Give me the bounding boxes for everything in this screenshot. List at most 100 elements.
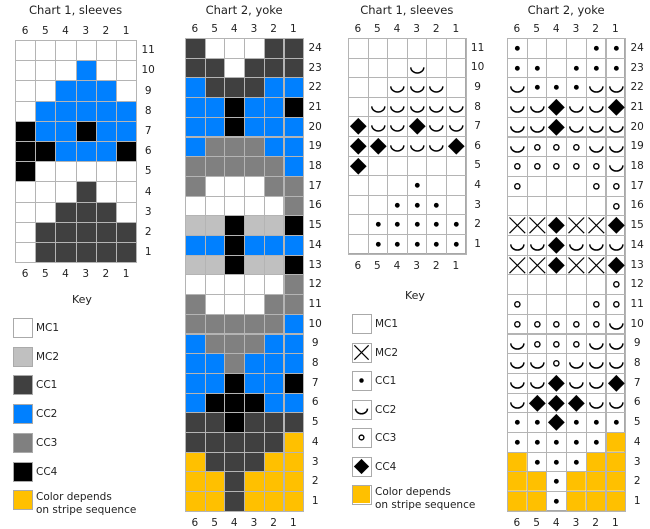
chart-cell	[75, 80, 97, 102]
chart-cell	[426, 38, 447, 59]
open-circle-icon	[533, 340, 541, 348]
chart-cell	[224, 175, 246, 197]
chart-cell	[204, 116, 226, 138]
blank-icon	[349, 235, 368, 254]
chart-cell	[283, 432, 305, 453]
chart-cell	[263, 372, 285, 394]
chart-cell	[526, 491, 548, 512]
chart-cell	[387, 57, 408, 79]
diamond-icon	[548, 414, 566, 432]
chart-cell	[263, 353, 285, 374]
row-number: 2	[311, 475, 319, 488]
chart-cell	[244, 274, 265, 296]
chart-cell	[526, 313, 548, 335]
chart-cell	[244, 97, 265, 118]
chart-cell	[507, 116, 528, 138]
column-number: 6	[191, 516, 199, 529]
chart-cell	[566, 392, 587, 414]
arc-icon	[429, 145, 444, 152]
key-label: CC2	[36, 408, 58, 421]
diamond-icon	[548, 99, 566, 116]
arc-icon	[529, 382, 545, 389]
chart-cell	[204, 451, 226, 473]
chart-cell	[605, 333, 627, 355]
arc-icon	[569, 244, 584, 251]
chart-cell	[367, 214, 389, 235]
chart-cell	[263, 392, 285, 414]
column-number: 4	[393, 259, 401, 272]
blank-icon	[567, 275, 586, 294]
yellow-fill-icon	[567, 472, 586, 492]
chart-cell	[75, 201, 97, 223]
chart-cell	[263, 215, 285, 236]
chart-cell	[406, 194, 428, 216]
blank-icon	[528, 295, 547, 314]
column-number: 5	[533, 516, 540, 529]
chart-cell	[348, 155, 369, 177]
blank-icon	[567, 39, 586, 58]
chart-cell	[15, 80, 37, 102]
arc-icon	[390, 145, 405, 152]
chart-cell	[35, 80, 57, 102]
chart-cell	[507, 353, 528, 374]
arc-icon	[449, 125, 464, 133]
column-number: 3	[413, 23, 420, 35]
chart-cell	[35, 201, 57, 223]
chart-cell	[605, 432, 627, 453]
chart-cell	[585, 333, 607, 355]
blank-icon	[547, 39, 566, 58]
chart-cell	[244, 313, 265, 335]
chart-cell	[35, 181, 57, 203]
open-circle-icon	[553, 163, 561, 170]
chart-cell	[224, 215, 246, 236]
chart-cell	[367, 175, 389, 196]
chart-cell	[204, 294, 226, 315]
row-number: 20	[308, 120, 322, 133]
chart-cell	[204, 195, 226, 217]
chart-cell	[263, 116, 285, 138]
chart-cell	[507, 294, 528, 315]
chart-cell	[348, 57, 369, 79]
dot-icon	[375, 222, 381, 228]
arc-icon	[608, 145, 624, 153]
chart-cell	[348, 194, 369, 216]
x-cross-icon	[509, 217, 526, 234]
row-number: 11	[141, 44, 155, 57]
diamond-icon	[548, 374, 566, 392]
blank-icon	[369, 157, 388, 176]
yellow-fill-icon	[606, 492, 626, 511]
chart-cell	[585, 215, 607, 236]
chart-cell	[605, 254, 627, 276]
chart-cell	[585, 432, 607, 453]
column-number: 2	[592, 23, 599, 35]
diamond-icon	[349, 157, 367, 175]
chart-cell	[185, 274, 206, 296]
blank-icon	[427, 59, 446, 78]
arc-icon	[390, 125, 405, 133]
chart-cell	[263, 156, 285, 177]
row-number: 23	[630, 61, 644, 74]
chart-cell	[263, 38, 285, 59]
chart-cell	[224, 136, 246, 158]
column-number: 2	[592, 516, 599, 529]
chart-cell	[263, 412, 285, 433]
chart-cell	[426, 116, 447, 137]
chart-cell	[546, 353, 568, 374]
x-cross-icon	[528, 256, 546, 274]
blank-icon	[587, 197, 606, 216]
arc-icon	[588, 106, 604, 113]
chart-cell	[283, 77, 305, 99]
column-number: 1	[452, 23, 460, 35]
arc-icon	[608, 86, 624, 94]
chart-cell	[507, 313, 528, 335]
dot-icon	[534, 85, 540, 91]
column-number: 4	[393, 23, 401, 35]
chart-cell	[283, 274, 305, 296]
diamond-icon	[349, 137, 367, 155]
open-circle-icon	[358, 434, 365, 441]
dot-icon	[414, 183, 420, 188]
row-number: 7	[633, 376, 641, 389]
row-number: 8	[144, 104, 152, 117]
arc-icon	[429, 125, 444, 133]
dot-icon	[395, 241, 400, 247]
